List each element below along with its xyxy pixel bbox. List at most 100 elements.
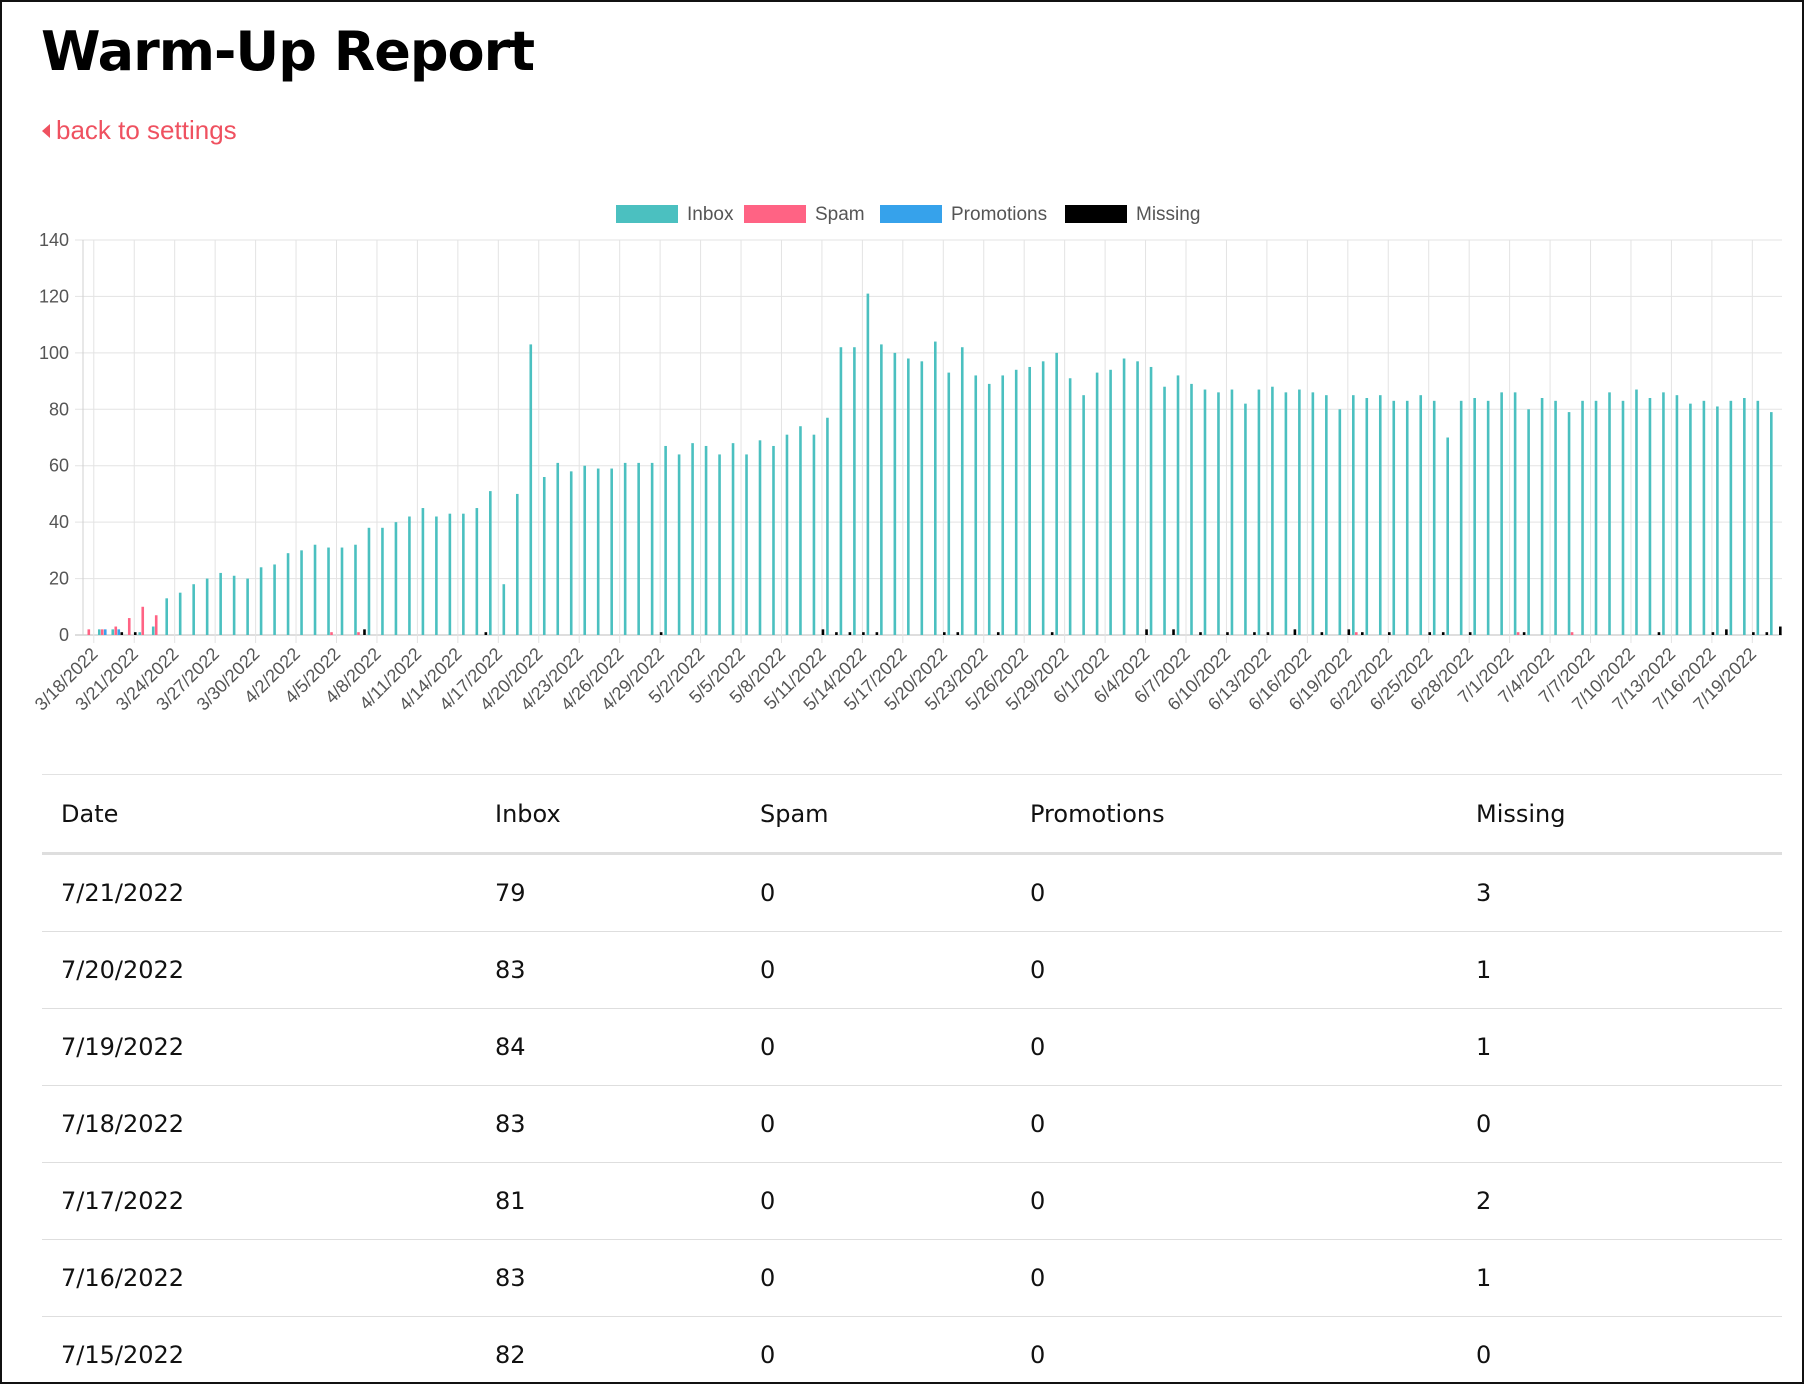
bar-inbox xyxy=(785,434,789,635)
bar-inbox xyxy=(1432,400,1436,635)
y-tick-label: 80 xyxy=(49,399,69,419)
back-to-settings-link[interactable]: back to settings xyxy=(42,115,237,146)
bar-inbox xyxy=(1230,389,1234,635)
page-title: Warm-Up Report xyxy=(41,20,535,83)
bar-inbox xyxy=(1702,400,1706,635)
cell-promotions: 0 xyxy=(1011,853,1457,932)
bar-missing xyxy=(1226,632,1229,635)
bar-inbox xyxy=(448,513,452,635)
bar-inbox xyxy=(987,383,991,635)
bar-inbox xyxy=(340,547,344,635)
cell-missing: 0 xyxy=(1457,1316,1782,1382)
bar-inbox xyxy=(866,293,870,635)
bar-inbox xyxy=(1459,400,1463,635)
cell-promotions: 0 xyxy=(1011,1162,1457,1240)
y-tick-label: 20 xyxy=(49,569,69,589)
table-row: 7/18/2022 83 0 0 0 xyxy=(42,1085,1782,1163)
warmup-table: Date Inbox Spam Promotions Missing 7/21/… xyxy=(42,774,1782,1382)
bar-inbox xyxy=(691,443,694,635)
cell-spam: 0 xyxy=(741,1239,1011,1317)
bar-inbox xyxy=(1122,358,1126,635)
bar-inbox xyxy=(1473,398,1476,635)
legend-swatch-missing xyxy=(1065,205,1127,223)
cell-missing: 1 xyxy=(1457,1008,1782,1086)
bar-inbox xyxy=(1203,389,1207,635)
bar-promotions xyxy=(103,629,107,635)
bar-inbox xyxy=(1419,395,1423,635)
bar-inbox xyxy=(1352,395,1355,635)
bar-inbox xyxy=(165,598,169,635)
bar-missing xyxy=(1347,629,1351,635)
bar-inbox xyxy=(1500,392,1503,635)
bar-missing xyxy=(875,632,879,635)
bar-missing xyxy=(484,632,488,635)
cell-spam: 0 xyxy=(741,1008,1011,1086)
bar-inbox xyxy=(1149,366,1153,635)
bar-inbox xyxy=(569,471,573,635)
bar-inbox xyxy=(1770,412,1773,635)
bar-inbox xyxy=(1041,361,1045,635)
cell-spam: 0 xyxy=(741,1316,1011,1382)
bar-inbox xyxy=(1271,386,1274,635)
bar-missing xyxy=(1711,632,1715,635)
bar-inbox xyxy=(1365,398,1369,635)
bar-inbox xyxy=(664,445,667,635)
bar-missing xyxy=(1145,629,1148,635)
cell-promotions: 0 xyxy=(1011,1008,1457,1086)
bar-missing xyxy=(1765,632,1769,635)
bar-inbox xyxy=(1567,412,1571,635)
bar-inbox xyxy=(1594,400,1598,635)
cell-missing: 3 xyxy=(1457,853,1782,932)
bar-inbox xyxy=(1446,437,1449,635)
bar-spam xyxy=(87,629,91,635)
bar-inbox xyxy=(1068,378,1072,635)
cell-inbox: 81 xyxy=(476,1162,741,1240)
bar-inbox xyxy=(974,375,978,635)
bar-inbox xyxy=(515,493,519,635)
bar-spam xyxy=(127,618,131,635)
bar-inbox xyxy=(327,547,330,635)
y-tick-label: 40 xyxy=(49,512,69,532)
bar-inbox xyxy=(354,544,357,635)
bar-inbox xyxy=(1648,398,1652,635)
cell-spam: 0 xyxy=(741,1162,1011,1240)
bar-inbox xyxy=(259,567,263,635)
table-head: Date Inbox Spam Promotions Missing xyxy=(42,774,1782,855)
bar-missing xyxy=(956,632,960,635)
cell-inbox: 83 xyxy=(476,1239,741,1317)
bar-inbox xyxy=(381,527,384,635)
header-missing: Missing xyxy=(1457,774,1782,855)
header-promotions: Promotions xyxy=(1011,774,1457,855)
bar-missing xyxy=(1441,632,1445,635)
legend-label-promotions: Promotions xyxy=(951,204,1047,225)
bar-inbox xyxy=(853,347,856,635)
bar-missing xyxy=(1361,632,1364,635)
bar-missing xyxy=(848,632,852,635)
bar-inbox xyxy=(542,477,546,635)
bar-inbox xyxy=(1136,361,1139,635)
bar-inbox xyxy=(151,626,155,635)
bar-spam xyxy=(1355,632,1358,635)
table-row: 7/17/2022 81 0 0 2 xyxy=(42,1162,1782,1240)
bar-inbox xyxy=(839,347,843,635)
table-row: 7/15/2022 82 0 0 0 xyxy=(42,1316,1782,1382)
bar-missing xyxy=(1293,629,1297,635)
bar-inbox xyxy=(1581,400,1584,635)
legend-label-spam: Spam xyxy=(815,204,865,225)
warmup-chart: 0204060801001201403/18/20223/21/20223/24… xyxy=(31,204,1782,714)
bar-inbox xyxy=(1540,398,1544,635)
bar-inbox xyxy=(138,632,142,635)
bar-spam xyxy=(1570,632,1574,635)
bar-inbox xyxy=(677,454,681,635)
y-tick-label: 140 xyxy=(39,230,69,250)
cell-date: 7/15/2022 xyxy=(42,1316,476,1382)
bar-inbox xyxy=(1001,375,1005,635)
bar-inbox xyxy=(1527,409,1530,635)
table-body: 7/21/2022 79 0 0 3 7/20/2022 83 0 0 1 7/… xyxy=(42,853,1782,1382)
bar-missing xyxy=(363,629,366,635)
bar-inbox xyxy=(1554,400,1557,635)
bar-promotions xyxy=(117,629,121,635)
bar-inbox xyxy=(920,361,924,635)
bar-missing xyxy=(1752,632,1755,635)
